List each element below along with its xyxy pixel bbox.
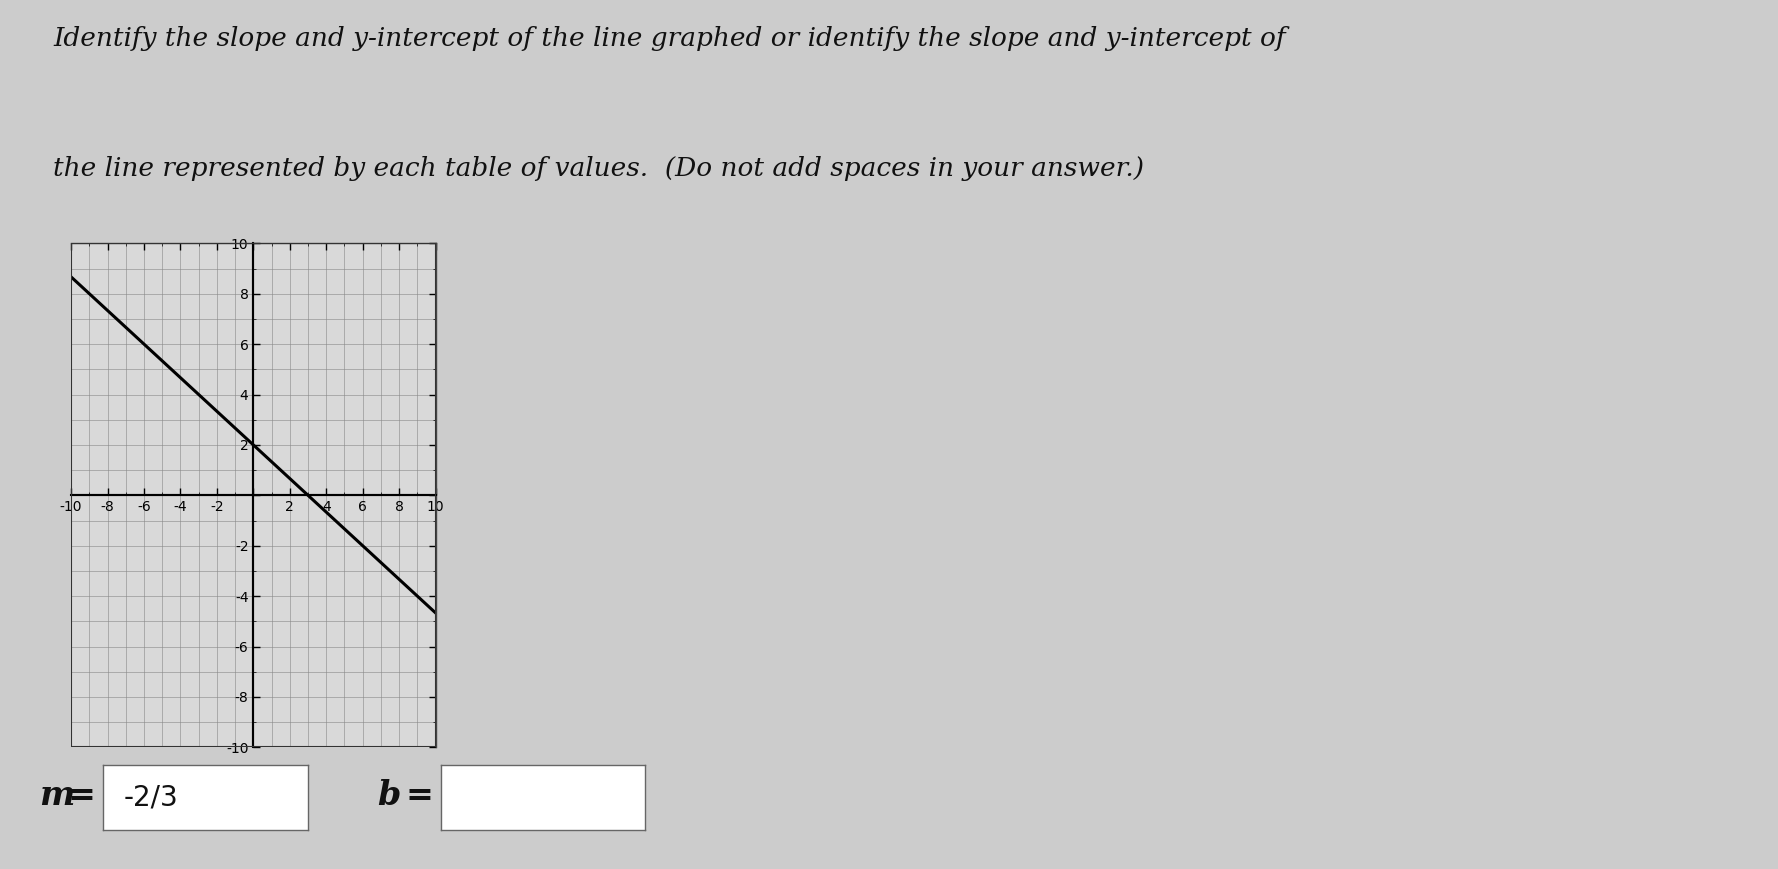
Text: -2/3: -2/3 [124, 783, 178, 812]
Text: b: b [377, 779, 400, 812]
Text: =: = [405, 779, 434, 812]
Text: =: = [68, 779, 96, 812]
Text: m: m [39, 779, 75, 812]
Text: the line represented by each table of values.  (Do not add spaces in your answer: the line represented by each table of va… [53, 156, 1145, 182]
Text: Identify the slope and y-intercept of the line graphed or identify the slope and: Identify the slope and y-intercept of th… [53, 26, 1285, 51]
